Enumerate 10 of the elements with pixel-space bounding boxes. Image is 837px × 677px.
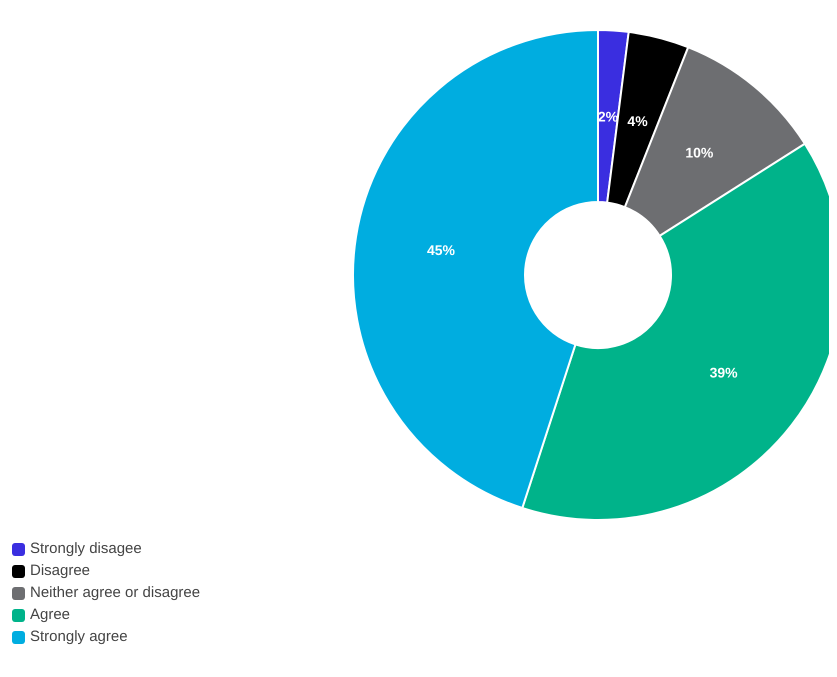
legend-label: Strongly disagee	[30, 539, 142, 559]
legend-label: Disagree	[30, 561, 90, 581]
legend-label: Strongly agree	[30, 627, 128, 647]
data-label: 39%	[710, 364, 738, 380]
data-label: 10%	[685, 144, 714, 160]
data-label: 2%	[598, 108, 619, 124]
data-label: 45%	[426, 242, 456, 258]
data-label: 4%	[627, 112, 648, 129]
legend-label: Neither agree or disagree	[30, 583, 200, 603]
legend-label: Agree	[30, 605, 70, 625]
